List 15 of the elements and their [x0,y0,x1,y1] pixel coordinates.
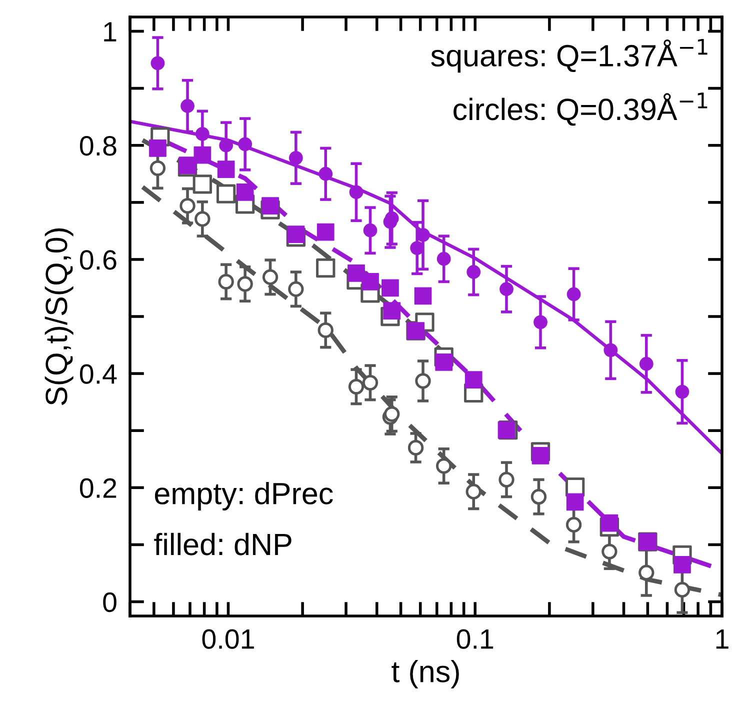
x-axis-title: t (ns) [392,660,459,688]
y-tick-label: 0 [103,592,116,612]
annotation: empty: dPrec [154,482,333,510]
y-tick-label: 1 [104,22,116,42]
y-tick-label: 0.6 [80,250,116,270]
x-tick-label: 0.1 [456,629,494,649]
y-tick-label: 0.8 [80,136,116,156]
y-tick-label: 0.4 [80,364,117,384]
x-tick-label: 1 [716,630,728,649]
y-axis-title: S(Q,t)/S(Q,0) [44,228,74,406]
x-tick-label: 0.01 [202,629,254,649]
annotation: filled: dNP [154,532,292,556]
annotation: circles: Q=0.39Å$^{−1}$ [454,92,708,126]
annotation: squares: Q=1.37Å$^{−1}$ [431,38,708,73]
y-tick-label: 0.2 [80,478,116,498]
